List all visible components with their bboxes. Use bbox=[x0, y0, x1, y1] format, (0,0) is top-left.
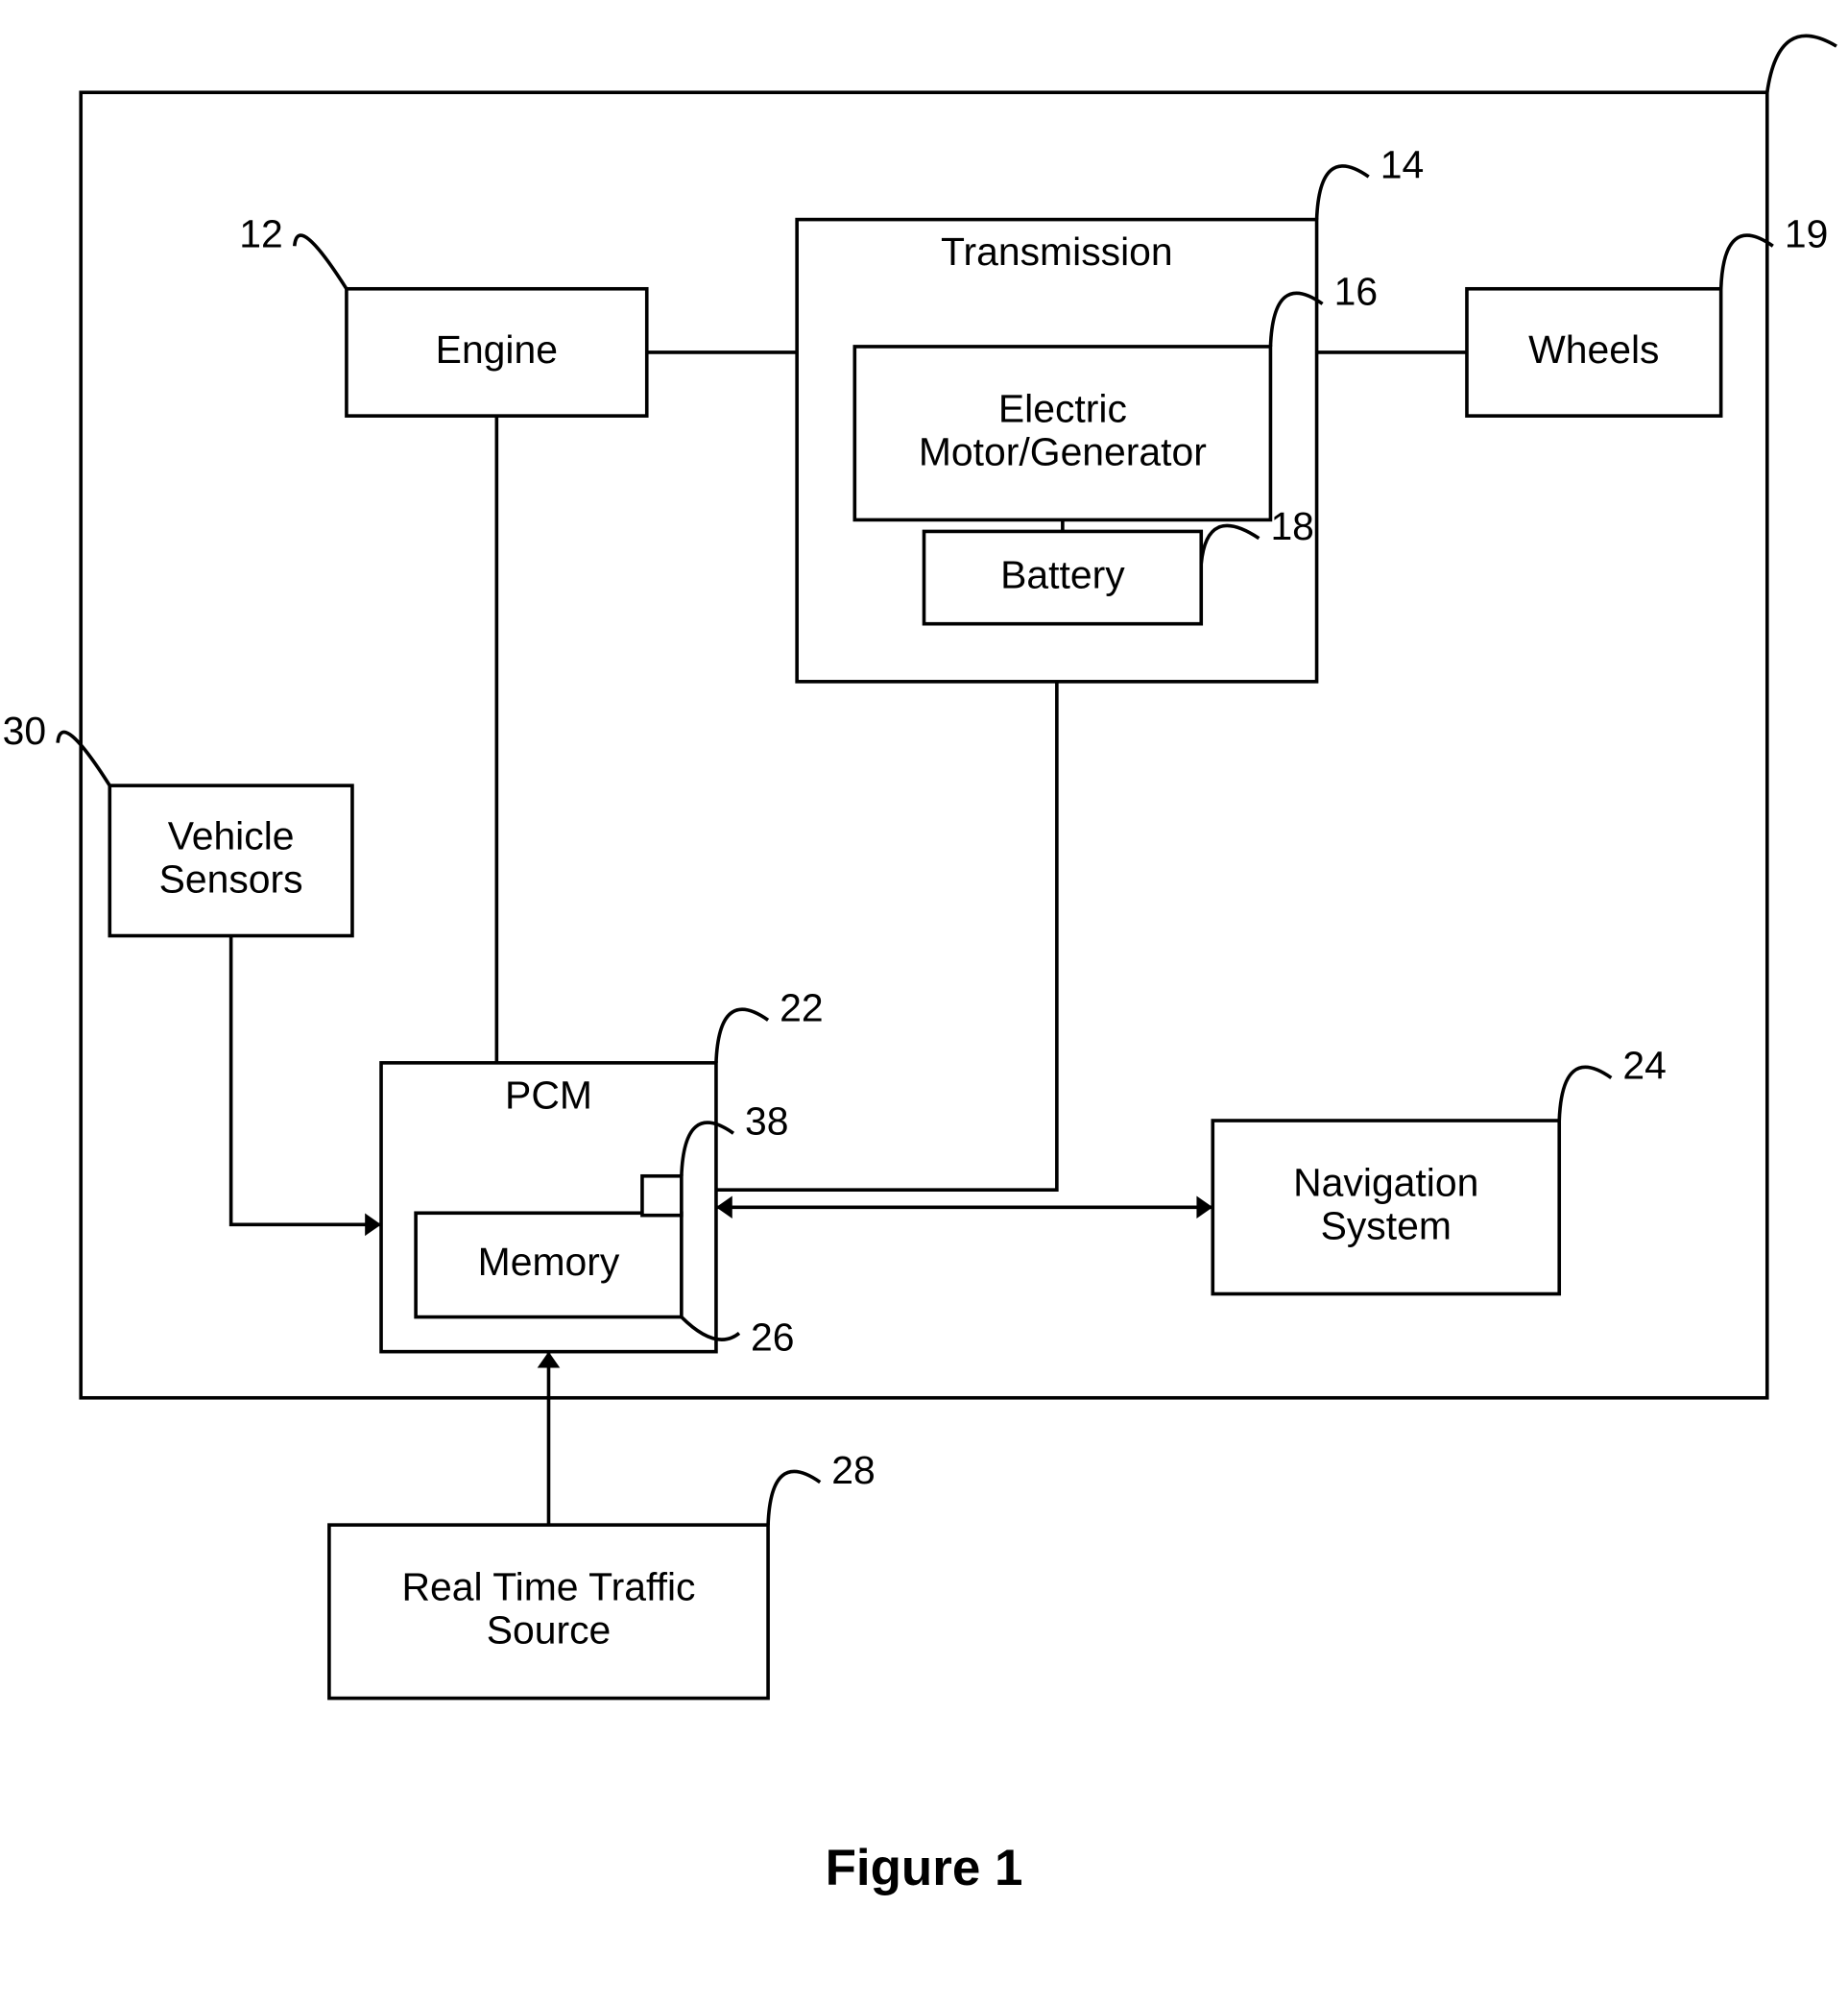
ref-18: 18 bbox=[1270, 504, 1313, 548]
wheels-label: Wheels bbox=[1528, 327, 1659, 372]
ref-30: 30 bbox=[3, 709, 46, 753]
figure-caption: Figure 1 bbox=[826, 1840, 1023, 1896]
sensors-label: Vehicle bbox=[168, 814, 295, 858]
transmission-label: Transmission bbox=[941, 229, 1173, 274]
memory-label: Memory bbox=[478, 1240, 620, 1284]
ref-12: 12 bbox=[239, 211, 282, 255]
ref-22: 22 bbox=[780, 986, 823, 1030]
ref-14: 14 bbox=[1380, 142, 1424, 186]
battery-label: Battery bbox=[1000, 552, 1125, 596]
sub38-box bbox=[642, 1176, 682, 1216]
ref-26: 26 bbox=[751, 1315, 794, 1359]
sensors-label: Sensors bbox=[159, 857, 303, 902]
traffic-label: Source bbox=[487, 1608, 612, 1653]
ref-28: 28 bbox=[831, 1448, 875, 1492]
nav-label: System bbox=[1321, 1204, 1452, 1248]
ref-38: 38 bbox=[745, 1098, 788, 1143]
ref-16: 16 bbox=[1334, 270, 1378, 314]
motor-label: Motor/Generator bbox=[919, 429, 1207, 473]
traffic-label: Real Time Traffic bbox=[401, 1565, 695, 1609]
nav-label: Navigation bbox=[1293, 1161, 1478, 1205]
pcm-label: PCM bbox=[505, 1073, 592, 1117]
ref-24: 24 bbox=[1622, 1044, 1666, 1088]
engine-label: Engine bbox=[436, 327, 558, 372]
motor-label: Electric bbox=[998, 386, 1127, 430]
ref-19: 19 bbox=[1785, 211, 1828, 255]
